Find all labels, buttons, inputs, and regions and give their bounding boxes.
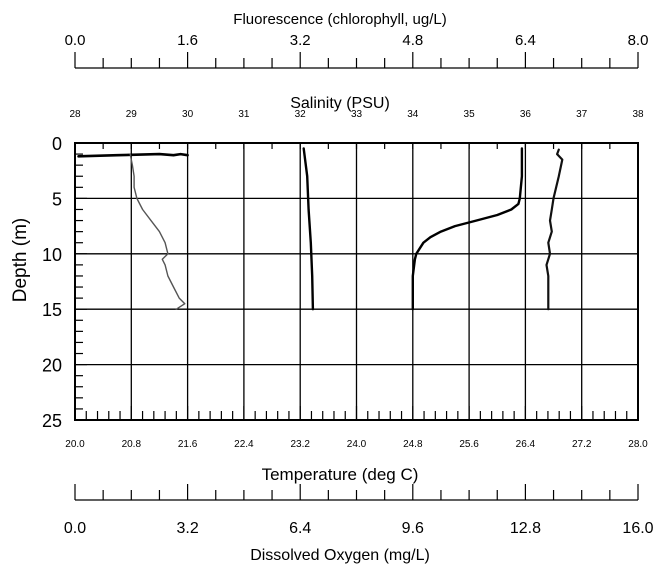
oxygen-tick-label: 9.6 [402, 520, 424, 537]
depth-tick-label: 5 [52, 189, 62, 209]
temperature-tick-label: 24.8 [403, 439, 423, 450]
salinity-axis-label: Salinity (PSU) [290, 95, 390, 112]
fluorescence-axis [74, 52, 639, 69]
temperature-tick-label: 26.4 [516, 439, 536, 450]
oxygen-tick-label: 12.8 [510, 520, 541, 537]
oxygen-tick-label: 6.4 [289, 520, 311, 537]
temperature-axis-label: Temperature (deg C) [262, 465, 419, 484]
fluorescence-tick-label: 4.8 [402, 32, 423, 49]
depth-tick-label: 20 [42, 356, 62, 376]
salinity-profile-line [129, 153, 186, 310]
fluorescence-axis-label: Fluorescence (chlorophyll, ug/L) [233, 11, 446, 28]
salinity-tick-label: 29 [126, 109, 138, 120]
salinity-tick-label: 30 [182, 109, 194, 120]
fluorescence-tick-label: 0.0 [65, 32, 86, 49]
temperature-tick-label: 20.0 [65, 439, 85, 450]
fluorescence-tick-label: 3.2 [290, 32, 311, 49]
series-layer [77, 147, 564, 311]
grid [74, 142, 639, 421]
salinity-tick-label: 37 [576, 109, 588, 120]
depth-tick-label: 0 [52, 134, 62, 154]
depth-tick-label: 15 [42, 300, 62, 320]
oxygen-profile-line [545, 148, 564, 311]
plot-ticks [74, 142, 639, 421]
depth-tick-label: 25 [42, 411, 62, 431]
fluorescence-tick-label: 8.0 [628, 32, 649, 49]
salinity-tick-label: 33 [351, 109, 363, 120]
salinity-tick-label: 32 [295, 109, 307, 120]
temperature-tick-label: 28.0 [628, 439, 648, 450]
salinity-tick-label: 35 [464, 109, 476, 120]
temperature-tick-label: 21.6 [178, 439, 198, 450]
fluorescence-profile-line [77, 152, 189, 158]
salinity-tick-label: 31 [238, 109, 250, 120]
oxygen-axis-label: Dissolved Oxygen (mg/L) [250, 547, 430, 564]
fluorescence-tick-label: 1.6 [177, 32, 198, 49]
temperature-profile-line [302, 147, 315, 311]
temperature-tick-label: 25.6 [459, 439, 479, 450]
oxygen-tick-label: 3.2 [176, 520, 198, 537]
oxygen-axis [74, 484, 639, 501]
oxygen-tick-label: 0.0 [64, 520, 86, 537]
temperature-profile-line [411, 147, 524, 311]
oxygen-tick-label: 16.0 [622, 520, 653, 537]
depth-axis-label: Depth (m) [10, 218, 31, 302]
salinity-tick-label: 34 [407, 109, 419, 120]
salinity-tick-label: 28 [69, 109, 81, 120]
temperature-tick-label: 27.2 [572, 439, 592, 450]
depth-tick-label: 10 [42, 245, 62, 265]
salinity-tick-label: 36 [520, 109, 532, 120]
temperature-tick-label: 20.8 [122, 439, 142, 450]
temperature-tick-label: 23.2 [290, 439, 310, 450]
salinity-tick-label: 38 [632, 109, 644, 120]
temperature-tick-label: 22.4 [234, 439, 254, 450]
fluorescence-tick-label: 6.4 [515, 32, 536, 49]
temperature-tick-label: 24.0 [347, 439, 367, 450]
